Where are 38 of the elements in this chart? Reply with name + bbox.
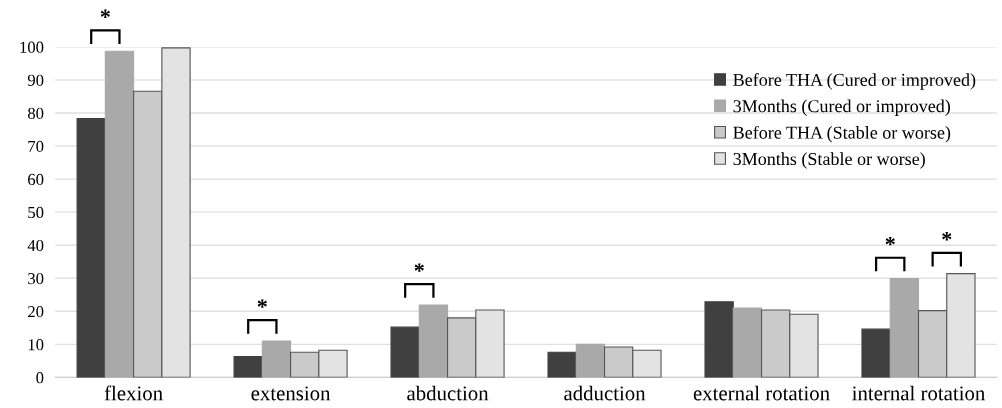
y-tick-label: 90 [27, 74, 44, 86]
x-tick-label: external rotation [693, 385, 830, 401]
bar [418, 304, 449, 378]
y-tick-label: 20 [28, 306, 44, 318]
bar [233, 356, 263, 378]
x-tick-label: extension [251, 386, 331, 401]
bar [390, 326, 420, 378]
bar [575, 343, 606, 378]
y-tick-label: 40 [27, 239, 44, 252]
y-tick-label: 100 [20, 41, 44, 53]
bar [704, 301, 734, 378]
bar [76, 118, 106, 378]
legend-label: Before THA (Cured or improved) [733, 73, 976, 90]
y-tick-label: 10 [28, 339, 44, 351]
bar [889, 278, 920, 378]
annotation: * [414, 263, 424, 272]
y-tick-label: 0 [36, 372, 44, 384]
legend-label: Before THA (Stable or worse) [733, 125, 951, 143]
y-tick-label: 60 [28, 173, 44, 186]
x-tick-label: flexion [104, 385, 163, 401]
y-tick-label: 80 [27, 107, 44, 119]
annotation: * [100, 9, 110, 18]
annotation: * [942, 232, 952, 241]
annotation: * [885, 236, 895, 246]
legend-label: 3Months (Stable or worse) [733, 152, 925, 169]
y-tick-label: 30 [28, 272, 44, 285]
bar [261, 340, 292, 378]
bar [732, 307, 763, 378]
annotation: * [257, 299, 267, 308]
legend-label: 3Months (Cured or improved) [733, 99, 951, 116]
y-tick-label: 70 [28, 140, 44, 153]
bar [861, 328, 891, 378]
bar [547, 351, 577, 378]
bar [104, 50, 135, 378]
x-tick-label: abduction [407, 385, 489, 401]
x-tick-label: adduction [564, 385, 646, 401]
y-tick-label: 50 [28, 206, 44, 219]
x-tick-label: internal rotation [852, 385, 985, 401]
